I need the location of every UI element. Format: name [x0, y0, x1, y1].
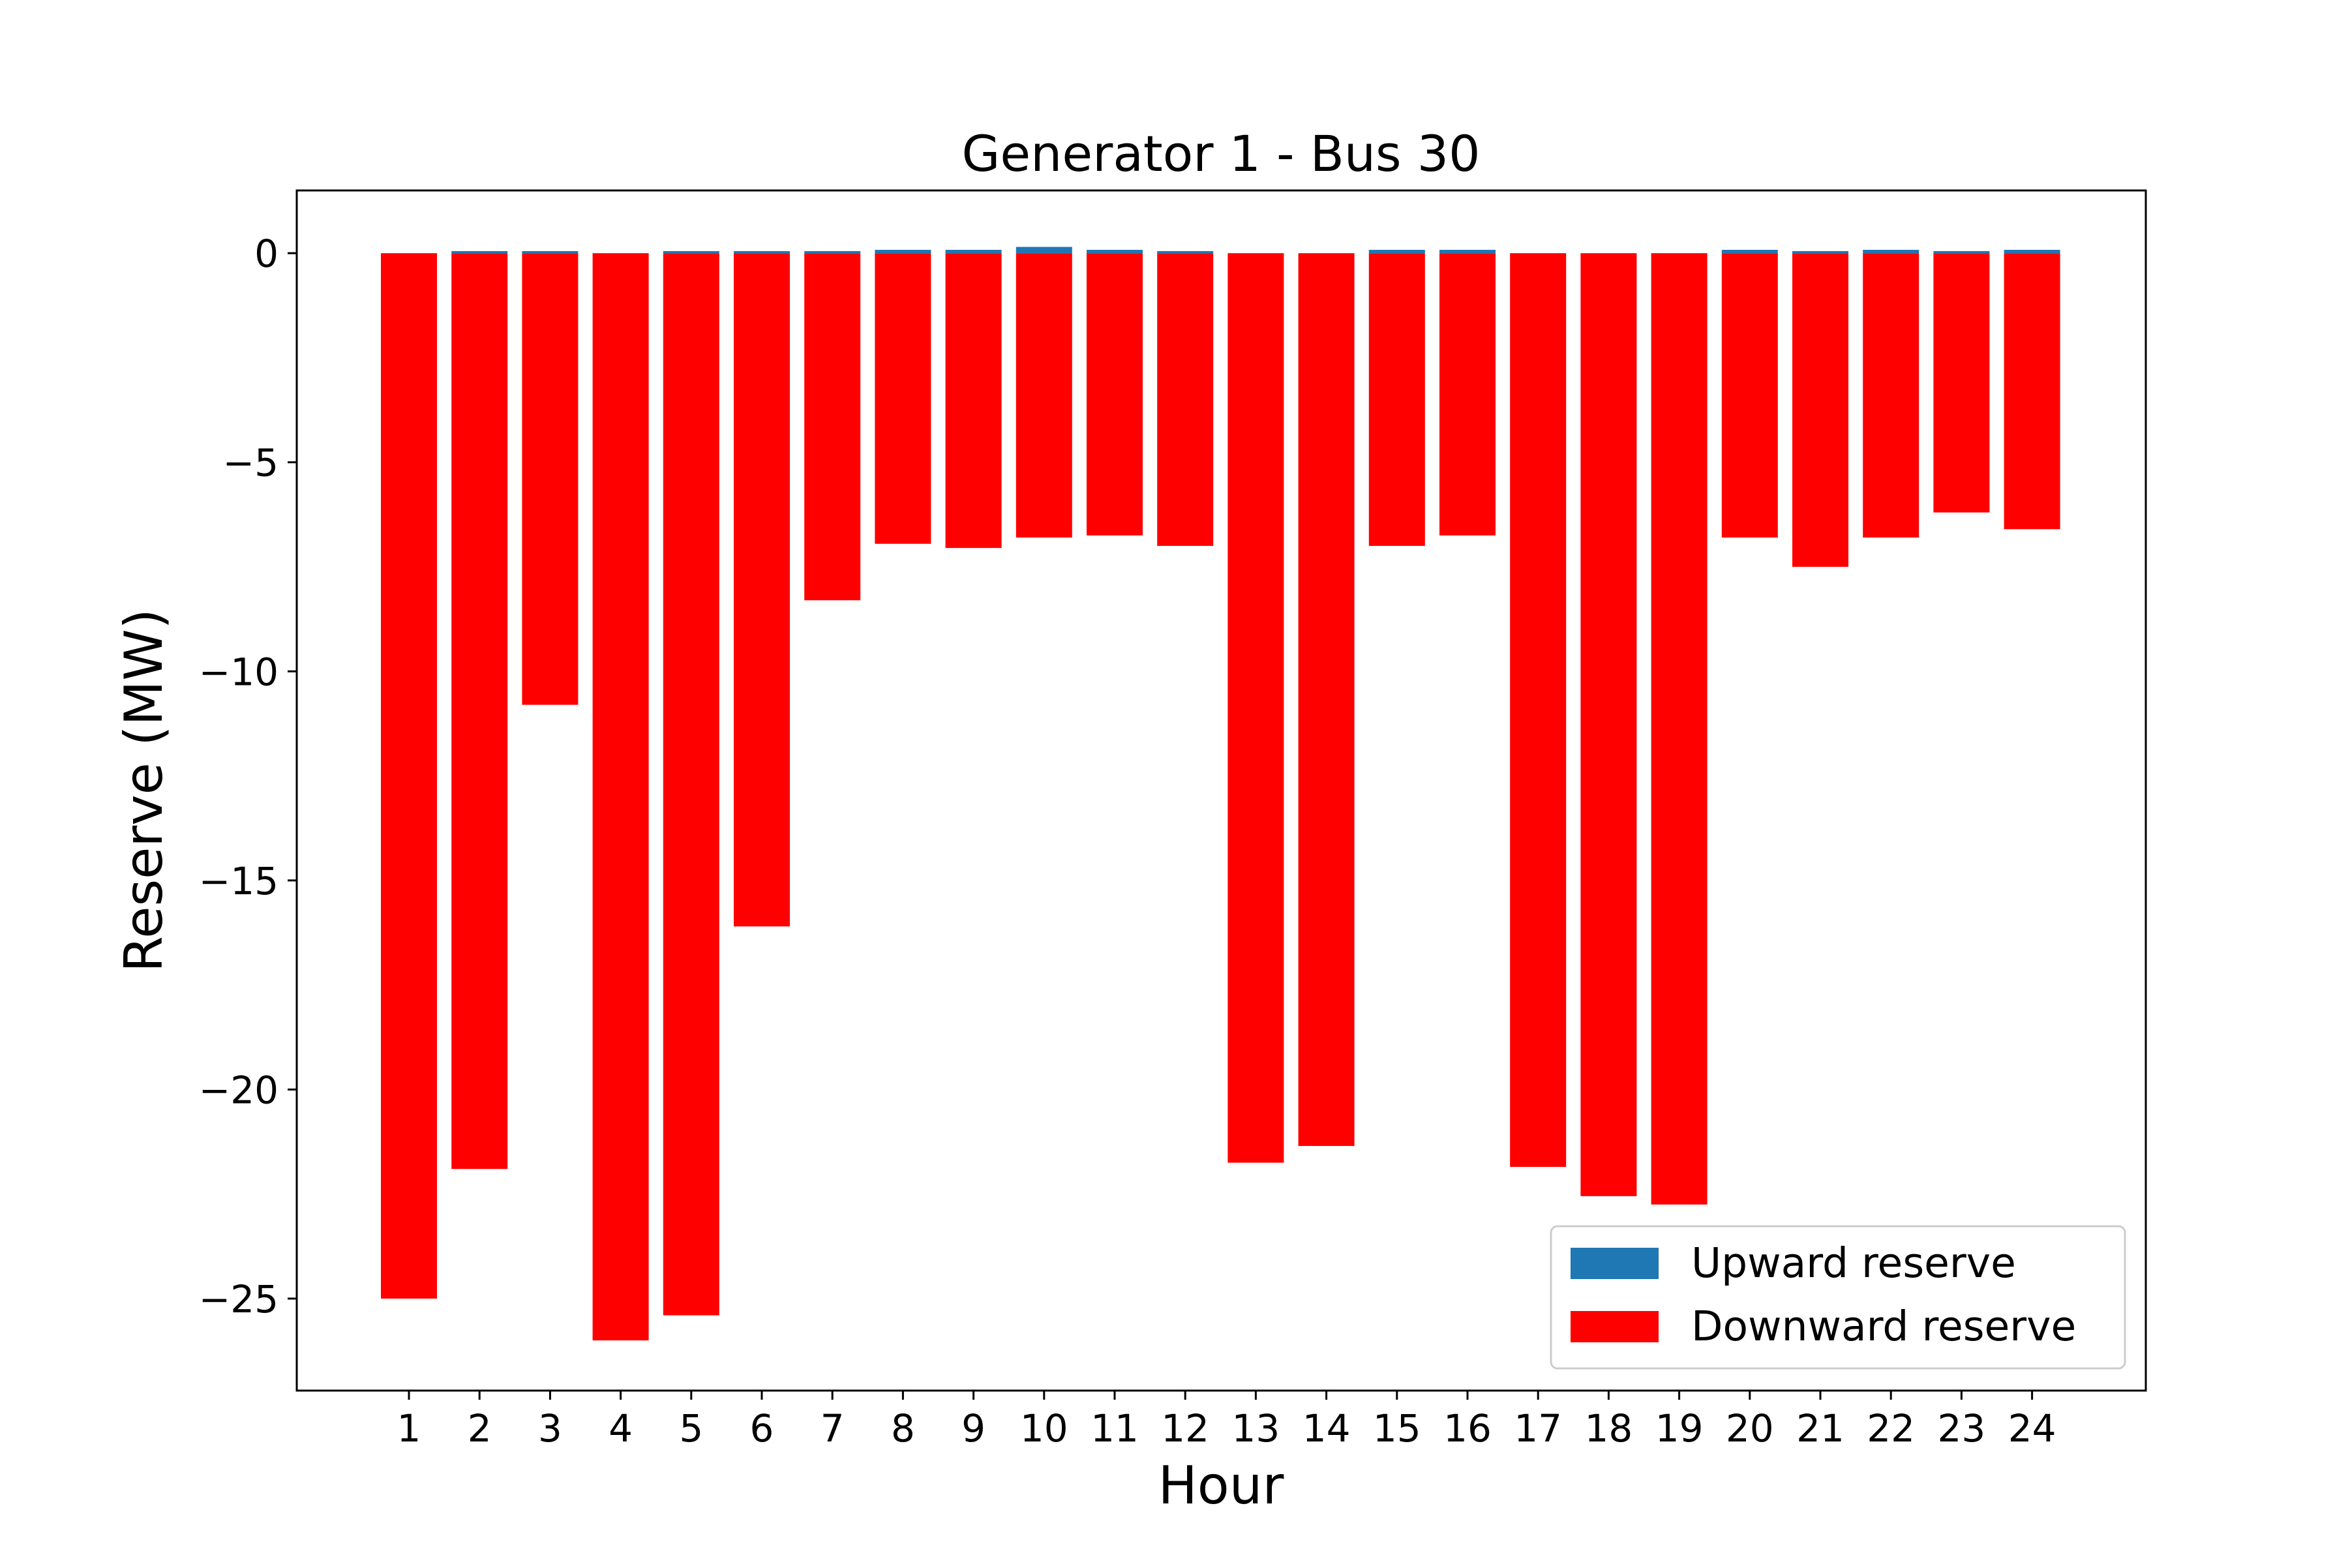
- bar-upward-hour-16: [1439, 250, 1496, 254]
- legend-swatch-downward: [1571, 1311, 1659, 1342]
- x-tick-label: 14: [1302, 1406, 1351, 1451]
- bar-downward-hour-13: [1227, 253, 1284, 1163]
- legend-swatch-upward: [1571, 1248, 1659, 1279]
- chart-title: Generator 1 - Bus 30: [962, 125, 1481, 183]
- x-tick-label: 10: [1020, 1406, 1068, 1451]
- x-tick-label: 11: [1091, 1406, 1139, 1451]
- bar-downward-hour-19: [1651, 253, 1708, 1205]
- plot-frame: [295, 189, 2147, 1392]
- bar-downward-hour-20: [1721, 253, 1778, 538]
- bar-upward-hour-22: [1863, 250, 1919, 254]
- bar-upward-hour-24: [2004, 250, 2060, 254]
- bar-downward-hour-7: [804, 253, 861, 601]
- bar-downward-hour-21: [1792, 253, 1848, 567]
- bar-upward-hour-7: [804, 250, 861, 254]
- bar-downward-hour-14: [1298, 253, 1355, 1146]
- legend-label-downward: Downward reserve: [1691, 1303, 2076, 1350]
- bar-upward-hour-9: [945, 250, 1002, 254]
- bar-upward-hour-15: [1368, 250, 1425, 254]
- bar-downward-hour-17: [1510, 253, 1567, 1168]
- x-tick-label: 16: [1443, 1406, 1492, 1451]
- x-tick-label: 22: [1867, 1406, 1915, 1451]
- x-tick-label: 1: [397, 1406, 421, 1451]
- bar-downward-hour-2: [451, 253, 508, 1169]
- bar-downward-hour-11: [1087, 253, 1143, 535]
- x-tick-label: 2: [468, 1406, 492, 1451]
- y-tick-label: 0: [254, 232, 278, 276]
- x-tick-label: 18: [1584, 1406, 1633, 1451]
- y-tick-label: −15: [199, 859, 278, 903]
- bar-downward-hour-5: [663, 253, 719, 1316]
- bar-upward-hour-2: [451, 250, 508, 254]
- bar-upward-hour-12: [1157, 250, 1214, 254]
- x-axis-ticks: 1 2 3 4 5 6 7 8 9 10 11 12 13 14 15 16 17 18 19 20 21 22 23 24: [397, 1391, 2056, 1451]
- bar-downward-hour-23: [1933, 253, 1990, 513]
- x-tick-label: 7: [820, 1406, 845, 1451]
- bar-downward-hour-9: [945, 253, 1002, 549]
- bar-upward-hour-6: [734, 250, 790, 254]
- bar-downward-hour-1: [381, 253, 437, 1299]
- x-tick-label: 3: [538, 1406, 562, 1451]
- x-tick-label: 15: [1373, 1406, 1421, 1451]
- bar-upward-hour-21: [1792, 250, 1848, 254]
- x-tick-label: 6: [750, 1406, 774, 1451]
- y-tick-label: −5: [223, 441, 279, 485]
- x-tick-label: 4: [609, 1406, 633, 1451]
- x-axis-label: Hour: [1158, 1455, 1284, 1516]
- legend-label-upward: Upward reserve: [1691, 1239, 2016, 1287]
- x-tick-label: 21: [1796, 1406, 1844, 1451]
- x-tick-label: 8: [891, 1406, 915, 1451]
- x-tick-label: 5: [679, 1406, 703, 1451]
- bar-upward-hour-10: [1016, 247, 1072, 254]
- bar-upward-hour-3: [522, 250, 579, 254]
- bar-downward-hour-15: [1368, 253, 1425, 546]
- bar-downward-hour-24: [2004, 253, 2060, 530]
- x-tick-label: 17: [1514, 1406, 1562, 1451]
- bar-downward-hour-10: [1016, 253, 1072, 538]
- x-tick-label: 19: [1655, 1406, 1704, 1451]
- bar-downward-hour-12: [1157, 253, 1214, 546]
- y-tick-label: −20: [199, 1068, 278, 1112]
- legend-frame: [1550, 1225, 2126, 1370]
- x-tick-label: 23: [1937, 1406, 1985, 1451]
- y-tick-label: −10: [199, 650, 278, 694]
- bar-downward-hour-22: [1863, 253, 1919, 538]
- y-tick-label: −25: [199, 1277, 278, 1321]
- bar-downward-hour-3: [522, 253, 579, 705]
- x-tick-label: 20: [1726, 1406, 1774, 1451]
- x-tick-label: 24: [2008, 1406, 2056, 1451]
- bar-downward-hour-8: [875, 253, 931, 544]
- bar-downward-hour-16: [1439, 253, 1496, 535]
- bar-downward-hour-18: [1580, 253, 1637, 1196]
- bar-upward-hour-20: [1721, 250, 1778, 254]
- bar-upward-hour-8: [875, 250, 931, 254]
- bar-upward-hour-11: [1087, 250, 1143, 254]
- bar-upward-hour-23: [1933, 250, 1990, 254]
- bar-downward-hour-4: [592, 253, 649, 1341]
- bars-layer: [381, 247, 2060, 1341]
- x-tick-label: 12: [1161, 1406, 1209, 1451]
- y-axis-label: Reserve (MW): [113, 609, 174, 972]
- bar-upward-hour-5: [663, 250, 719, 254]
- bar-downward-hour-6: [734, 253, 790, 927]
- y-axis-ticks: 0 −5 −10 −15 −20 −25: [199, 232, 297, 1321]
- x-tick-label: 13: [1231, 1406, 1280, 1451]
- legend: Upward reserve Downward reserve: [1550, 1225, 2126, 1370]
- x-tick-label: 9: [961, 1406, 986, 1451]
